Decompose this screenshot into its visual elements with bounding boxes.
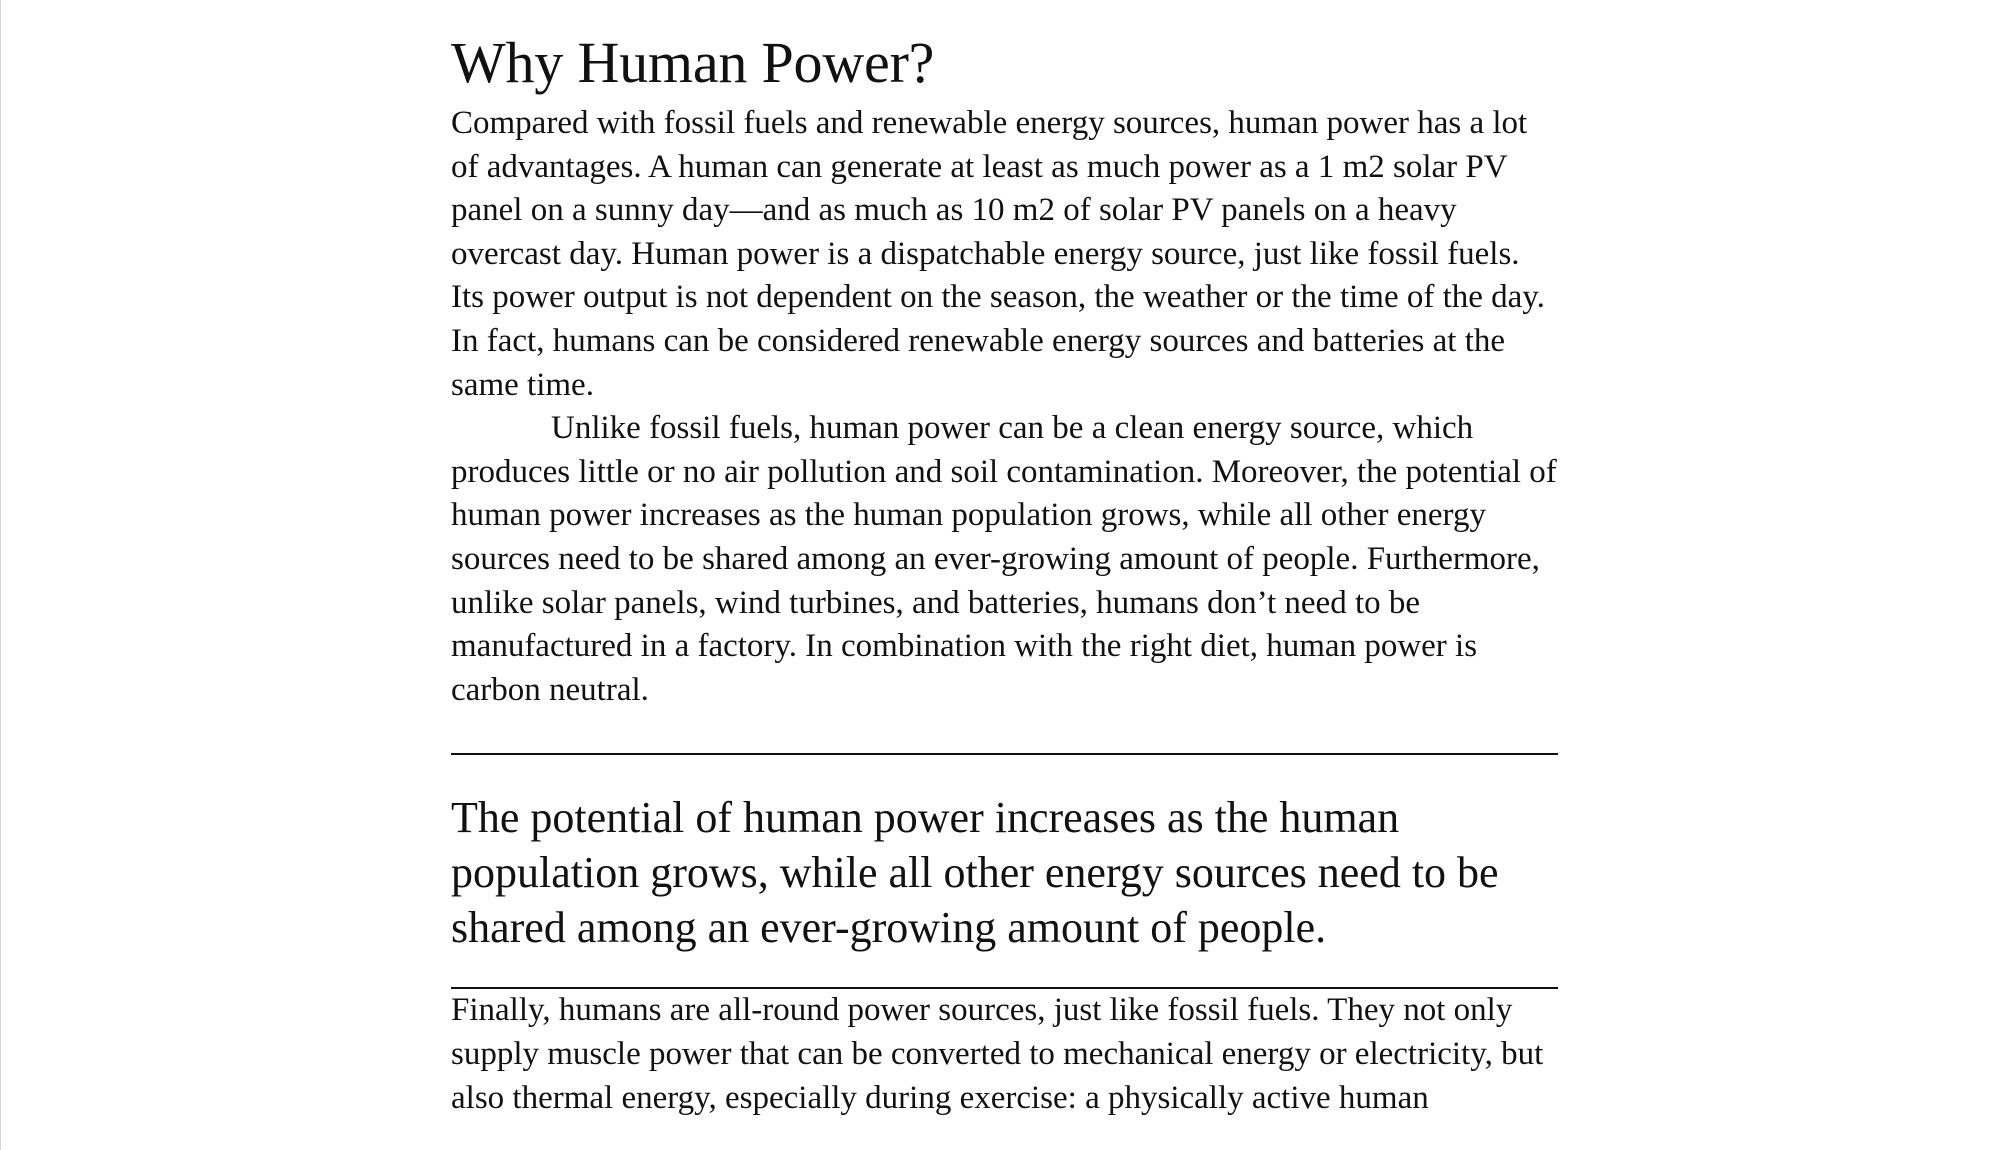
article-title: Why Human Power?: [451, 30, 935, 95]
article: Why Human Power? Compared with fossil fu…: [451, 24, 1558, 1120]
pull-quote-bottom-rule: [451, 987, 1558, 990]
body-paragraph-3: Finally, humans are all-round power sour…: [451, 992, 1544, 1116]
body-paragraph-1: Compared with fossil fuels and renewable…: [451, 105, 1545, 403]
page-left-edge: [0, 0, 1, 1150]
body-paragraph-2: Unlike fossil fuels, human power can be …: [451, 410, 1557, 708]
pull-quote: The potential of human power increases a…: [451, 793, 1499, 953]
pull-quote-top-rule: [451, 753, 1558, 756]
